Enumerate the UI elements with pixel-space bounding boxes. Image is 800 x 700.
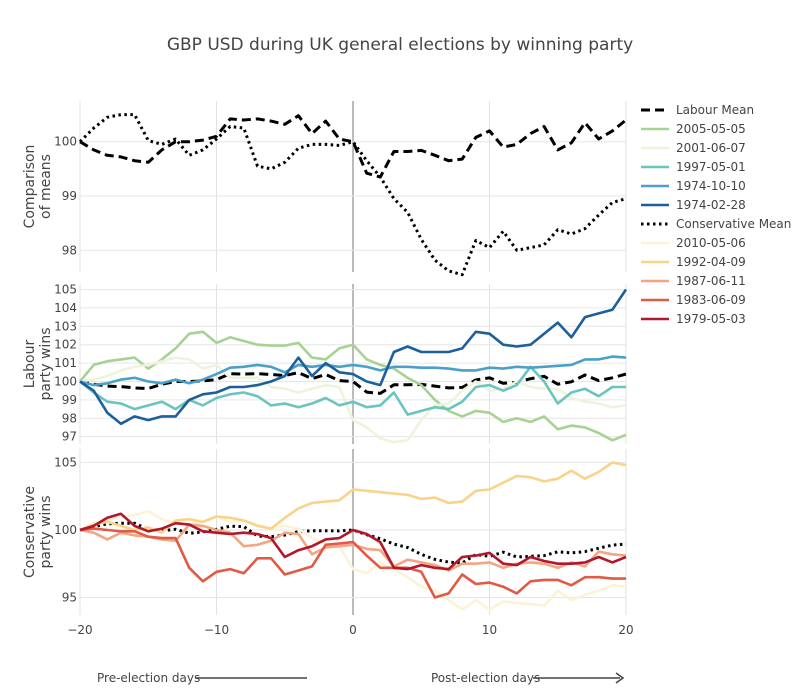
means-ytick-label: 100 — [54, 135, 77, 149]
means-series-labour-mean — [79, 114, 627, 179]
xtick-label: −20 — [67, 623, 92, 637]
post-election-label: Post-election days — [431, 671, 540, 685]
legend: Labour Mean 2005-05-05 2001-06-07 1997-05-0… — [641, 103, 791, 326]
labour-ytick-label: 97 — [62, 430, 77, 444]
legend-label: 1979-05-03 — [676, 312, 746, 326]
labour-ylabel: party wins — [38, 328, 54, 401]
conservative-ytick-label: 95 — [62, 590, 77, 604]
labour-ytick-label: 101 — [54, 356, 77, 370]
xtick-label: −10 — [204, 623, 229, 637]
conservative-series-1987-06-11 — [79, 523, 627, 572]
means-ylabel: of means — [38, 154, 54, 219]
labour-series-1974-10-10 — [79, 355, 627, 387]
conservative-series-2010-05-06 — [79, 509, 627, 611]
labour-ytick-label: 100 — [54, 374, 77, 388]
conservative-ytick-label: 105 — [54, 455, 77, 469]
legend-label: Conservative Mean — [676, 217, 791, 231]
annotations: Pre-election days Post-election days — [97, 671, 625, 685]
legend-label: 1974-10-10 — [676, 179, 746, 193]
labour-series-1974-02-28 — [79, 288, 628, 426]
conservative-ytick-label: 100 — [54, 523, 77, 537]
legend-label: Labour Mean — [676, 103, 754, 117]
series-lines — [78, 113, 628, 611]
legend-label: 2001-06-07 — [676, 141, 746, 155]
conservative-ylabel: party wins — [38, 496, 54, 569]
labour-ytick-label: 105 — [54, 283, 77, 297]
labour-ylabel: Labour — [22, 340, 38, 389]
arrow-head — [615, 672, 625, 684]
conservative-ylabel: Conservative — [22, 486, 38, 578]
labour-ytick-label: 102 — [54, 338, 77, 352]
labour-series-2005-05-05 — [78, 330, 627, 442]
legend-label: 1997-05-01 — [676, 160, 746, 174]
xtick-label: 0 — [349, 623, 357, 637]
means-ytick-label: 99 — [62, 189, 77, 203]
means-ytick-label: 98 — [62, 243, 77, 257]
legend-label: 1987-06-11 — [676, 274, 746, 288]
labour-series-2001-06-07 — [79, 356, 627, 444]
labour-series-1997-05-01 — [79, 365, 626, 416]
xtick-label: 10 — [482, 623, 497, 637]
labour-ytick-label: 104 — [54, 301, 77, 315]
labour-series-labour-mean — [79, 371, 627, 395]
conservative-series-1983-06-09 — [79, 527, 626, 599]
pre-election-label: Pre-election days — [97, 671, 200, 685]
legend-label: 2010-05-06 — [676, 236, 746, 250]
legend-label: 1983-06-09 — [676, 293, 746, 307]
labour-ytick-label: 98 — [62, 411, 77, 425]
legend-label: 2005-05-05 — [676, 122, 746, 136]
labour-ytick-label: 103 — [54, 319, 77, 333]
means-ylabel: Comparison — [22, 145, 38, 229]
legend-label: 1992-04-09 — [676, 255, 746, 269]
chart-title: GBP USD during UK general elections by w… — [167, 35, 633, 55]
xtick-label: 20 — [618, 623, 633, 637]
gridlines — [79, 101, 627, 615]
conservative-series-1979-05-03 — [79, 512, 627, 571]
labour-ytick-label: 99 — [62, 393, 77, 407]
legend-label: 1974-02-28 — [676, 198, 746, 212]
